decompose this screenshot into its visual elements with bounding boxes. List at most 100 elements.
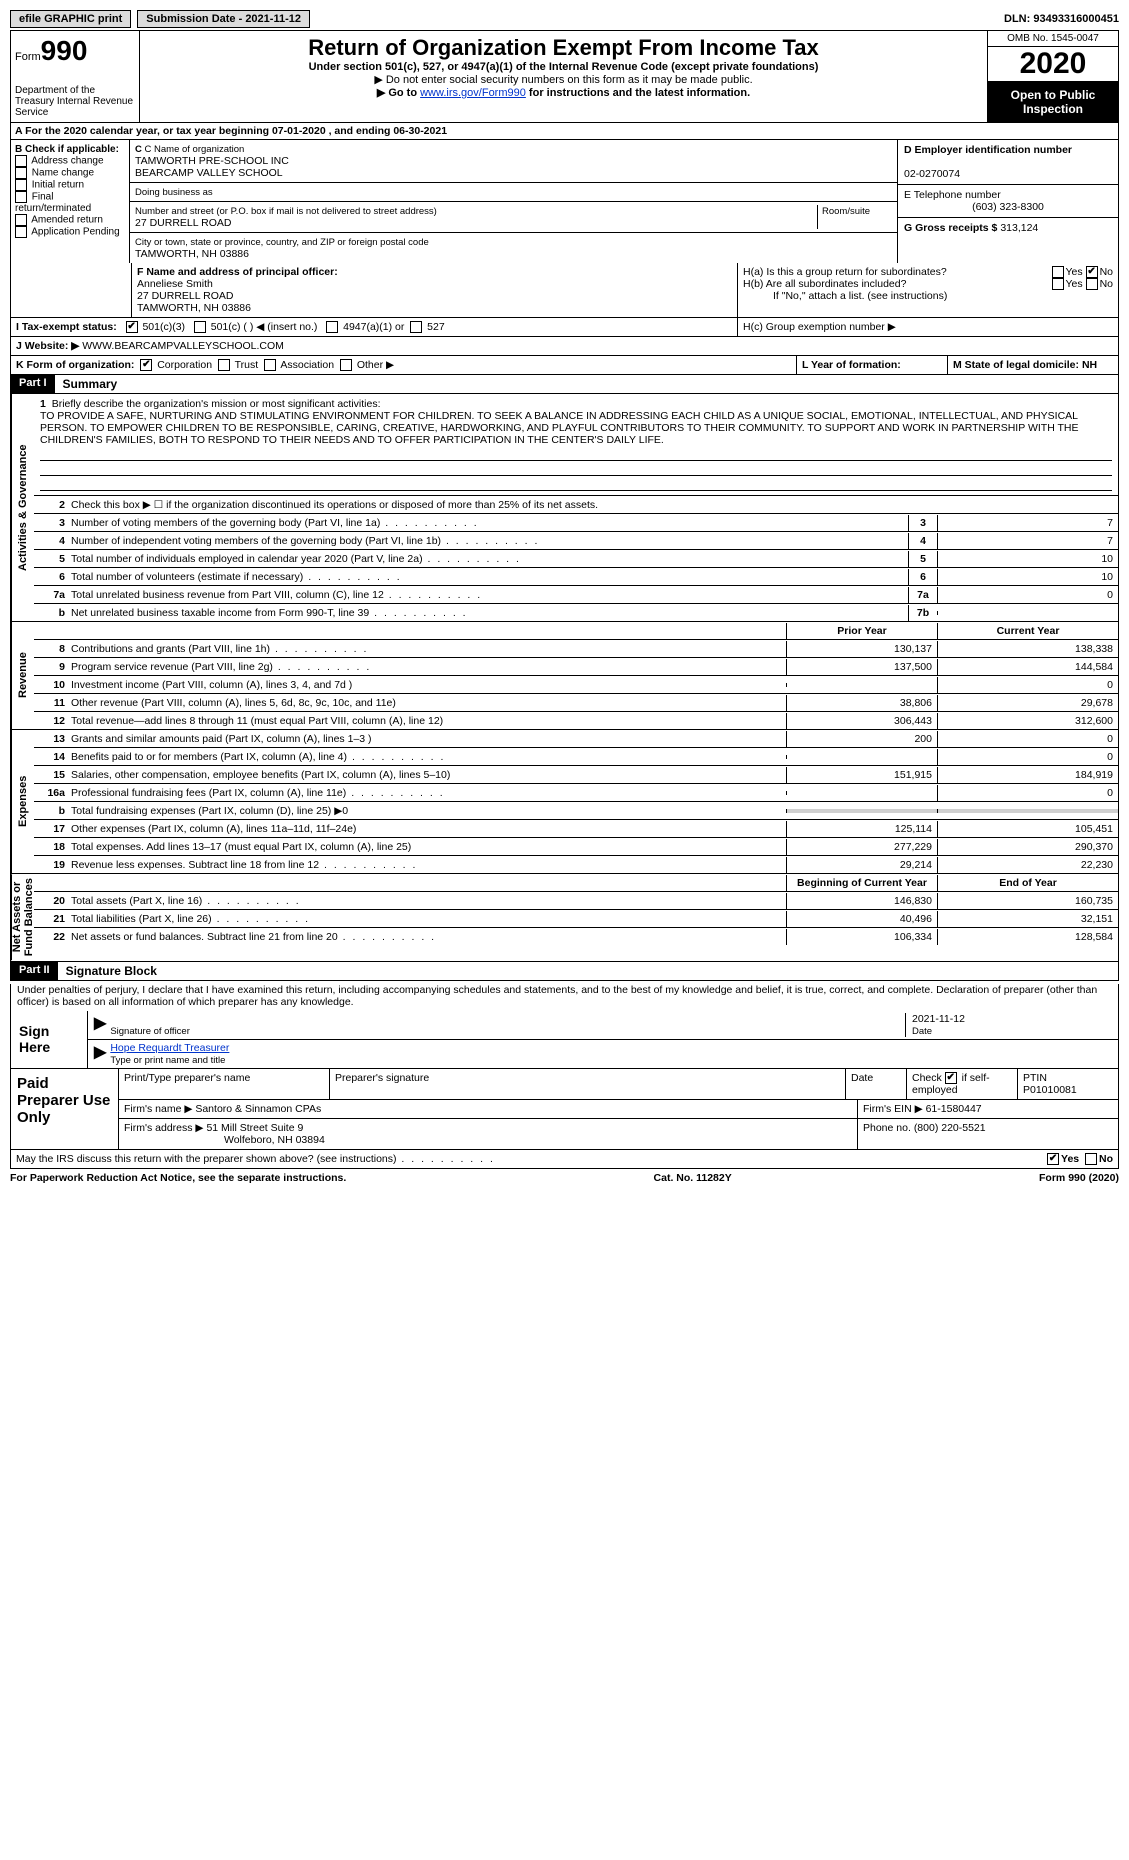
cb-ha-no[interactable] <box>1086 266 1098 278</box>
l10d: Investment income (Part VIII, column (A)… <box>68 677 786 693</box>
l22n: 22 <box>34 929 68 945</box>
prep-h2: Preparer's signature <box>330 1069 846 1099</box>
gross-value: 313,124 <box>1000 222 1038 234</box>
cb-trust[interactable] <box>218 359 230 371</box>
room-lbl: Room/suite <box>822 206 870 217</box>
col-de: D Employer identification number 02-0270… <box>897 140 1118 263</box>
header-center: Return of Organization Exempt From Incom… <box>140 31 987 122</box>
sig-date-value: 2021-11-12 <box>912 1013 965 1025</box>
cb-4947[interactable] <box>326 321 338 333</box>
firm-ein-value: 61-1580447 <box>926 1103 982 1115</box>
activities-section: Activities & Governance 1 Briefly descri… <box>10 394 1119 622</box>
l16ac: 0 <box>937 785 1118 801</box>
j-lbl: J Website: ▶ <box>16 340 79 352</box>
city-value: TAMWORTH, NH 03886 <box>135 248 249 260</box>
part1-txt: Summary <box>55 375 126 393</box>
l9d: Program service revenue (Part VIII, line… <box>68 659 786 675</box>
lbl-amended-return: Amended return <box>31 215 103 226</box>
cb-address-change[interactable] <box>15 155 27 167</box>
l14c: 0 <box>937 749 1118 765</box>
cb-application-pending[interactable] <box>15 226 27 238</box>
prep-check-lbl: Check <box>912 1072 942 1084</box>
cb-name-change[interactable] <box>15 167 27 179</box>
l11p: 38,806 <box>786 695 937 711</box>
top-bar: efile GRAPHIC print Submission Date - 20… <box>10 10 1119 28</box>
part1-header: Part I Summary <box>10 375 1119 394</box>
line-5-val: 10 <box>937 551 1118 567</box>
lbl-initial-return: Initial return <box>32 180 84 191</box>
lbl-address-change: Address change <box>31 156 103 167</box>
hdr-curr: Current Year <box>937 623 1118 639</box>
l11c: 29,678 <box>937 695 1118 711</box>
cb-amended-return[interactable] <box>15 214 27 226</box>
firm-phone-lbl: Phone no. <box>863 1122 911 1134</box>
l16an: 16a <box>34 785 68 801</box>
l-lbl: L Year of formation: <box>802 359 901 371</box>
line-3-val: 7 <box>937 515 1118 531</box>
firm-lbl: Firm's name ▶ <box>124 1103 192 1115</box>
ptin-lbl: PTIN <box>1023 1072 1047 1084</box>
cat-no: Cat. No. 11282Y <box>346 1172 1039 1184</box>
i-opt4: 527 <box>427 321 445 333</box>
officer-name: Anneliese Smith <box>137 278 213 290</box>
i-row: I Tax-exempt status: 501(c)(3) 501(c) ( … <box>10 318 1119 337</box>
k-other: Other ▶ <box>357 359 394 371</box>
l14p <box>786 755 937 759</box>
cb-hb-no[interactable] <box>1086 278 1098 290</box>
vlabel-net: Net Assets or Fund Balances <box>11 874 34 960</box>
cb-501c[interactable] <box>194 321 206 333</box>
line-6-desc: Total number of volunteers (estimate if … <box>68 569 908 585</box>
prep-h1: Print/Type preparer's name <box>119 1069 330 1099</box>
l22p: 106,334 <box>786 929 937 945</box>
hb-note: If "No," attach a list. (see instruction… <box>743 290 1113 302</box>
l13p: 200 <box>786 731 937 747</box>
cb-assoc[interactable] <box>264 359 276 371</box>
mission-lbl: Briefly describe the organization's miss… <box>52 398 381 410</box>
cb-ha-yes[interactable] <box>1052 266 1064 278</box>
line-3-desc: Number of voting members of the governin… <box>68 515 908 531</box>
l14n: 14 <box>34 749 68 765</box>
l12n: 12 <box>34 713 68 729</box>
irs-link[interactable]: www.irs.gov/Form990 <box>420 87 526 99</box>
cb-discuss-no[interactable] <box>1085 1153 1097 1165</box>
l18c: 290,370 <box>937 839 1118 855</box>
hb-lbl: H(b) Are all subordinates included? <box>743 278 906 290</box>
line-7b-num: 7b <box>908 605 937 621</box>
l9n: 9 <box>34 659 68 675</box>
cb-final-return[interactable] <box>15 191 27 203</box>
street-value: 27 DURRELL ROAD <box>135 217 231 229</box>
hc-lbl: H(c) Group exemption number ▶ <box>737 318 1118 336</box>
l16bp <box>786 809 937 813</box>
discuss-row: May the IRS discuss this return with the… <box>10 1150 1119 1169</box>
form-header: Form990 Department of the Treasury Inter… <box>10 30 1119 123</box>
cb-501c3[interactable] <box>126 321 138 333</box>
l17d: Other expenses (Part IX, column (A), lin… <box>68 821 786 837</box>
dept-label: Department of the Treasury Internal Reve… <box>15 85 135 118</box>
officer-printed-name[interactable]: Hope Requardt Treasurer <box>110 1042 229 1054</box>
cb-discuss-yes[interactable] <box>1047 1153 1059 1165</box>
line-5-desc: Total number of individuals employed in … <box>68 551 908 567</box>
dln-label: DLN: 93493316000451 <box>1004 13 1119 25</box>
l8n: 8 <box>34 641 68 657</box>
firm-addr: 51 Mill Street Suite 9 <box>206 1122 303 1134</box>
goto-suffix: for instructions and the latest informat… <box>526 87 750 99</box>
hb-yes: Yes <box>1066 278 1083 290</box>
form-number: 990 <box>41 35 88 66</box>
sign-here-label: Sign Here <box>11 1011 87 1068</box>
cb-hb-yes[interactable] <box>1052 278 1064 290</box>
cb-initial-return[interactable] <box>15 179 27 191</box>
l13c: 0 <box>937 731 1118 747</box>
cb-corp[interactable] <box>140 359 152 371</box>
cb-other[interactable] <box>340 359 352 371</box>
i-opt3: 4947(a)(1) or <box>343 321 404 333</box>
lbl-application-pending: Application Pending <box>31 227 119 238</box>
l16bc <box>937 809 1118 813</box>
firm-addr2: Wolfeboro, NH 03894 <box>224 1134 325 1146</box>
header-left: Form990 Department of the Treasury Inter… <box>11 31 140 122</box>
cb-self-employed[interactable] <box>945 1072 957 1084</box>
lbl-name-change: Name change <box>32 168 94 179</box>
subtitle-1: Under section 501(c), 527, or 4947(a)(1)… <box>146 61 981 73</box>
submission-date-button[interactable]: Submission Date - 2021-11-12 <box>137 10 310 28</box>
cb-527[interactable] <box>410 321 422 333</box>
efile-button[interactable]: efile GRAPHIC print <box>10 10 131 28</box>
